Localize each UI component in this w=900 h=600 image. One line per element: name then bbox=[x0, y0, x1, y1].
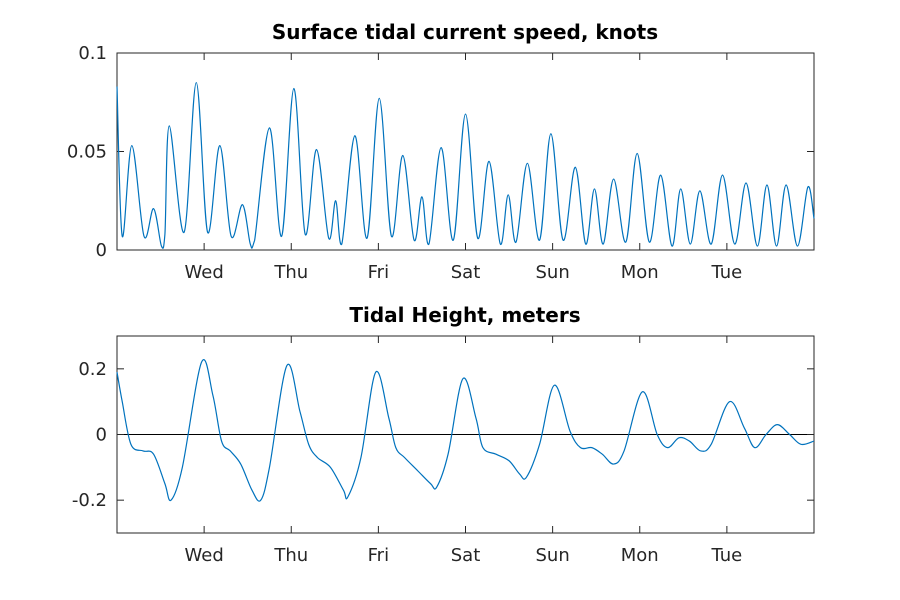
current-speed-xtick-label: Fri bbox=[368, 262, 389, 283]
current-speed-series-line bbox=[116, 81, 815, 249]
current-speed-xtick-label: Tue bbox=[711, 262, 743, 283]
current-speed-ytick-label: 0.05 bbox=[67, 142, 107, 163]
tidal-height-xtick-label: Tue bbox=[711, 545, 743, 566]
tidal-height-xtick-label: Sun bbox=[536, 545, 570, 566]
current-speed-xtick-label: Sat bbox=[451, 262, 481, 283]
current-speed-xtick-label: Wed bbox=[185, 262, 224, 283]
tidal-height-xtick-label: Sat bbox=[451, 545, 481, 566]
current-speed-axes bbox=[116, 52, 815, 251]
tidal-height-xtick-label: Thu bbox=[273, 545, 308, 566]
tidal-height-xtick-label: Wed bbox=[185, 545, 224, 566]
tidal-height-panel: Tidal Height, meters -0.2 0 0.2 Wed Thu Fri Sa… bbox=[72, 303, 815, 566]
current-speed-title: Surface tidal current speed, knots bbox=[272, 20, 658, 44]
current-speed-xtick-label: Sun bbox=[536, 262, 570, 283]
tidal-height-xtick-label: Mon bbox=[621, 545, 659, 566]
tidal-height-series-line bbox=[116, 359, 815, 502]
tidal-height-ticks: -0.2 0 0.2 Wed Thu Fri Sat Sun Mon Tue bbox=[72, 336, 814, 566]
current-speed-ticks: 0 0.05 0.1 Wed Thu Fri Sat Sun Mon Tue bbox=[67, 43, 814, 283]
tidal-height-ytick-label: -0.2 bbox=[72, 490, 107, 511]
current-speed-ytick-label: 0 bbox=[96, 240, 107, 261]
current-speed-xtick-label: Thu bbox=[273, 262, 308, 283]
tidal-height-ytick-label: 0.2 bbox=[78, 359, 107, 380]
current-speed-panel: Surface tidal current speed, knots 0 0.05… bbox=[67, 20, 815, 283]
current-speed-xtick-label: Mon bbox=[621, 262, 659, 283]
tidal-height-xtick-label: Fri bbox=[368, 545, 389, 566]
tidal-height-title: Tidal Height, meters bbox=[349, 303, 580, 327]
tidal-height-ytick-label: 0 bbox=[96, 425, 107, 446]
current-speed-ytick-label: 0.1 bbox=[78, 43, 107, 64]
